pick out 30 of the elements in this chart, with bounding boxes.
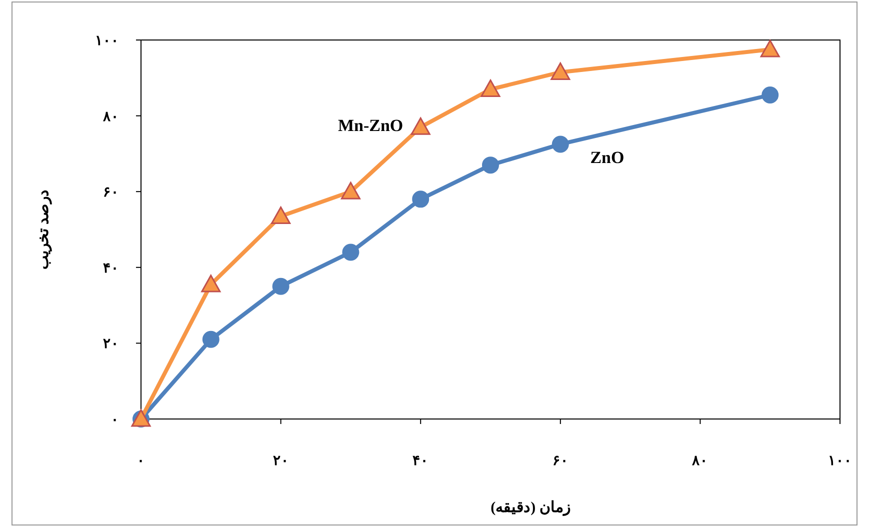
point [550, 62, 570, 80]
point [202, 330, 220, 348]
point [342, 244, 360, 261]
point [271, 206, 291, 224]
point [482, 156, 499, 174]
x-axis-title: زمان (دقیقه) [490, 500, 570, 516]
series-label: Mn-ZnO [338, 116, 404, 135]
x-tick-label: ۶۰ [552, 454, 568, 469]
point [760, 40, 780, 58]
x-tick-label: ۰ [137, 454, 145, 469]
y-tick-label: ۸۰ [102, 110, 119, 125]
x-tick-label: ۴۰ [412, 454, 429, 469]
point [410, 117, 430, 135]
y-tick-label: ۱۰۰ [95, 34, 119, 49]
y-tick-label: ۰ [111, 413, 119, 428]
x-tick-label: ۱۰۰ [828, 454, 852, 469]
y-tick-label: ۶۰ [103, 186, 119, 201]
x-tick-label: ۲۰ [272, 454, 289, 469]
y-tick-label: ۲۰ [103, 337, 119, 352]
point [480, 80, 500, 98]
point [552, 136, 569, 153]
point [340, 182, 360, 200]
point [412, 190, 430, 208]
series-label: ZnO [590, 148, 624, 168]
y-tick-label: ۴۰ [103, 261, 119, 276]
x-tick-label: ۸۰ [691, 454, 708, 469]
point [272, 278, 290, 295]
point [762, 86, 779, 104]
y-axis-title: درصد تخریب [36, 190, 52, 270]
point [201, 274, 221, 292]
